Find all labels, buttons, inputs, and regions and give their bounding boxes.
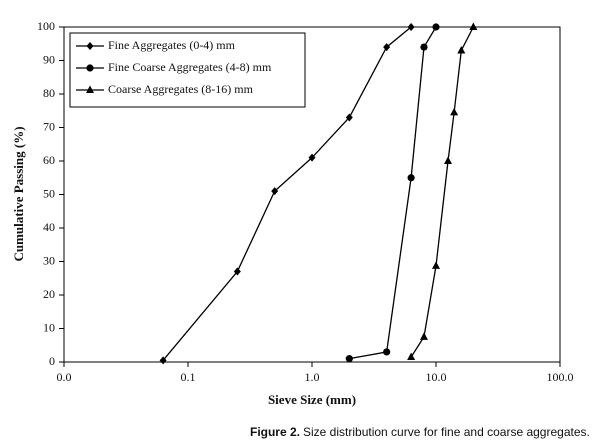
marker [383,43,391,52]
marker [469,22,478,30]
legend-box [69,32,306,108]
marker [450,107,459,116]
y-tick-label: 80 [43,86,55,100]
marker [345,113,353,122]
y-tick-label: 90 [43,52,55,66]
y-tick-label: 100 [37,19,55,33]
marker [233,267,241,276]
marker [159,356,167,365]
y-tick-label: 50 [43,186,55,200]
y-tick-label: 0 [49,354,55,368]
y-tick-label: 30 [43,253,55,267]
y-tick-label: 10 [43,320,55,334]
legend-label: Coarse Aggregates (8-16) mm [108,82,254,96]
x-tick-label: 100.0 [547,370,574,384]
marker [86,42,94,50]
y-tick-label: 20 [43,287,55,301]
marker [86,85,94,93]
marker [457,45,466,54]
legend-label: Fine Aggregates (0-4) mm [108,38,236,52]
y-tick-label: 60 [43,153,55,167]
marker [432,23,440,31]
marker [407,174,415,182]
marker [444,156,453,164]
caption: Size distribution curve for fine and coa… [303,425,590,439]
marker [420,43,428,51]
marker [86,64,94,72]
y-axis-title: Cumulative Passing (%) [11,126,26,261]
marker [345,355,353,363]
y-tick-label: 40 [43,220,55,234]
x-tick-label: 1.0 [305,370,320,384]
legend-label: Fine Coarse Aggregates (4-8) mm [108,60,272,74]
marker [308,153,316,162]
x-tick-label: 0.1 [181,370,196,384]
marker [271,187,279,196]
y-tick-label: 70 [43,119,55,133]
x-axis-title: Sieve Size (mm) [268,392,356,407]
marker [407,23,415,31]
marker [432,261,440,269]
caption-label: Figure 2. [250,425,300,439]
marker [419,332,428,340]
x-tick-label: 10.0 [426,370,447,384]
marker [407,352,416,360]
marker [383,348,391,356]
x-tick-label: 0.0 [57,370,72,384]
